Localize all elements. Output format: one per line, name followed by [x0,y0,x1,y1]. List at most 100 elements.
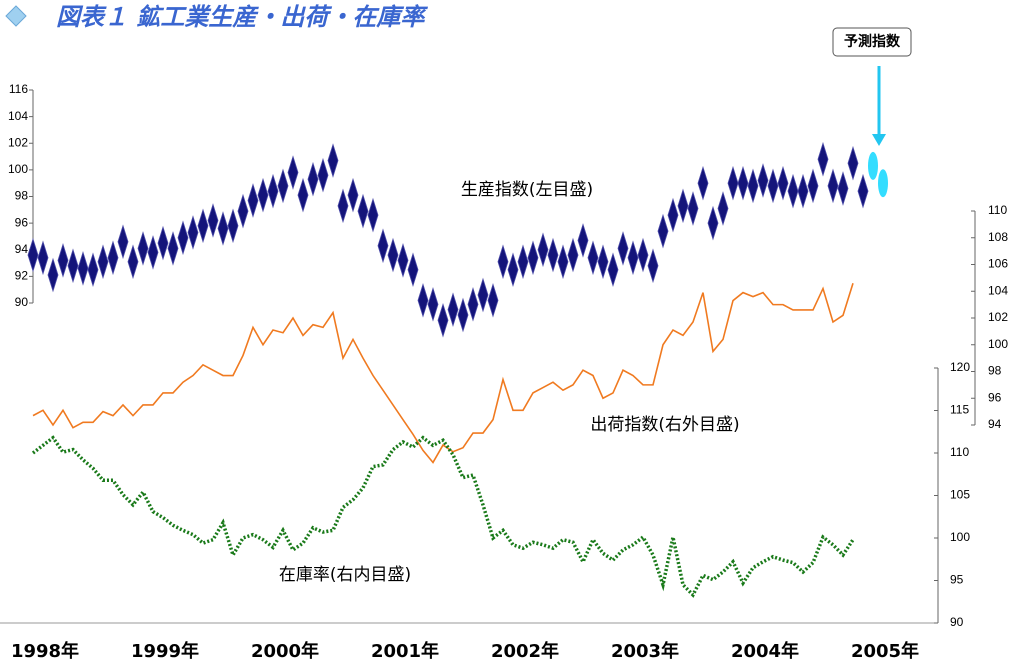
y2-tick-label: 104 [988,283,1008,297]
diamond-marker [687,191,699,226]
diamond-marker [447,292,459,327]
y3-tick-label: 110 [950,445,969,459]
y-tick-label: 116 [9,82,28,96]
diamond-marker [237,193,249,229]
diamond-marker [777,165,789,201]
diamond-marker [207,203,219,238]
diamond-marker [257,177,269,213]
diamond-marker [197,208,209,244]
diamond-marker [267,173,279,209]
diamond-marker [827,168,839,204]
y2-tick-label: 94 [988,417,1002,431]
y-tick-label: 100 [8,162,28,176]
diamond-marker [667,197,679,233]
diamond-marker [477,277,489,313]
diamond-marker [87,252,99,288]
series-line [32,282,854,464]
series-label: 生産指数(左目盛) [461,180,593,200]
diamond-marker [657,213,669,249]
diamond-marker [507,252,519,288]
title-icon [5,5,27,27]
diamond-marker [167,231,179,266]
diamond-marker [617,231,629,266]
diamond-marker [727,165,739,201]
diamond-marker [287,155,299,190]
diamond-marker [817,141,829,177]
diamond-marker [837,171,849,206]
y-tick-label: 90 [15,295,29,309]
diamond-marker [557,244,569,280]
diamond-marker [157,225,169,261]
diamond-marker [637,237,649,273]
y2-tick-label: 98 [988,364,1002,378]
diamond-marker [127,244,139,280]
diamond-marker [697,165,709,201]
diamond-marker [457,297,469,333]
diamond-marker [547,237,559,273]
y-tick-label: 104 [8,109,28,123]
diamond-marker [187,215,199,250]
diamond-marker [597,244,609,280]
diamond-marker [347,177,359,213]
y2-tick-label: 96 [988,390,1002,404]
y3-tick-label: 100 [950,530,970,544]
y2-tick-label: 100 [988,337,1008,351]
y-tick-label: 96 [15,215,29,229]
y2-tick-label: 110 [988,203,1007,217]
diamond-marker [517,244,529,280]
diamond-marker [337,188,349,224]
forecast-marker [868,151,878,180]
y2-tick-label: 108 [988,230,1008,244]
y2-tick-label: 102 [988,310,1008,324]
diamond-marker [487,282,499,318]
diamond-marker [627,240,639,276]
x-tick-label: 2005年 [851,640,919,662]
diamond-marker [37,240,49,276]
callout-arrowhead [872,134,886,146]
diamond-marker [607,252,619,288]
y3-tick-label: 105 [950,488,970,502]
diamond-marker [77,251,89,286]
diamond-marker [277,168,289,204]
callout-label: 予測指数 [844,33,901,50]
diamond-marker [437,302,449,338]
diamond-marker [737,165,749,201]
y3-tick-label: 90 [950,615,964,629]
diamond-marker [397,243,409,278]
diamond-marker [707,205,719,241]
diamond-marker [177,220,189,256]
x-tick-label: 1998年 [11,640,79,662]
y-tick-label: 102 [8,135,28,149]
y-tick-label: 94 [15,242,29,256]
diamond-marker [377,228,389,264]
callout-box [832,27,912,57]
diamond-marker [417,282,429,318]
diamond-marker [97,244,109,280]
diamond-marker [67,248,79,284]
diamond-marker [317,157,329,193]
y3-tick-label: 95 [950,573,964,587]
diamond-marker [107,240,119,276]
diamond-marker [767,168,779,204]
diamond-marker [797,173,809,209]
y-tick-label: 98 [15,189,29,203]
y3-tick-label: 120 [950,360,970,374]
x-tick-label: 2003年 [611,640,679,662]
diamond-marker [647,248,659,284]
diamond-marker [27,237,39,273]
diamond-marker [357,193,369,229]
diamond-marker [497,244,509,280]
diamond-marker [117,224,129,260]
y3-tick-label: 115 [950,403,969,417]
x-tick-label: 2001年 [371,640,439,662]
x-tick-label: 2000年 [251,640,319,662]
diamond-marker [527,240,539,276]
forecast-marker [878,169,888,198]
diamond-marker [537,232,549,268]
diamond-marker [747,168,759,204]
diamond-marker [47,257,59,293]
diamond-marker [297,177,309,213]
diamond-marker [407,252,419,288]
diamond-marker [387,237,399,273]
diamond-marker [227,208,239,244]
